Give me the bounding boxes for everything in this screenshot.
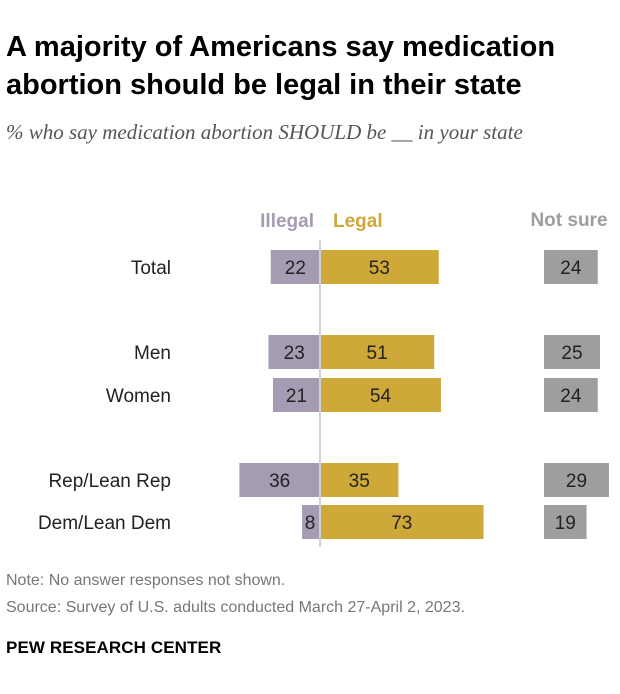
bar-not-sure-women (544, 378, 598, 412)
category-label-men: Men (134, 343, 171, 364)
bar-illegal-rep-lean-rep (239, 463, 320, 497)
bar-not-sure-rep-lean-rep (544, 463, 609, 497)
bar-illegal-total (270, 250, 320, 284)
category-label-women: Women (106, 386, 171, 407)
bar-illegal-men (268, 335, 320, 369)
bar-not-sure-total (544, 250, 598, 284)
value-legal-men: 51 (367, 343, 388, 364)
bar-legal-dem-lean-dem (320, 505, 484, 539)
value-not-sure-dem-lean-dem: 19 (555, 513, 576, 534)
bar-legal-women (320, 378, 441, 412)
legend-illegal: Illegal (260, 211, 314, 232)
value-not-sure-men: 25 (561, 343, 582, 364)
value-illegal-total: 22 (285, 258, 306, 279)
value-legal-rep-lean-rep: 35 (349, 471, 370, 492)
brand-label: PEW RESEARCH CENTER (6, 638, 222, 657)
chart-note: Note: No answer responses not shown. (6, 572, 286, 589)
bar-illegal-dem-lean-dem (302, 505, 320, 539)
chart-subtitle: % who say medication abortion SHOULD be … (6, 120, 523, 144)
bar-not-sure-dem-lean-dem (544, 505, 587, 539)
bar-legal-total (320, 250, 439, 284)
category-label-rep-lean-rep: Rep/Lean Rep (48, 471, 171, 492)
value-legal-dem-lean-dem: 73 (391, 513, 412, 534)
legend-legal: Legal (333, 211, 383, 232)
value-illegal-women: 21 (286, 386, 307, 407)
value-legal-women: 54 (370, 386, 392, 407)
value-legal-total: 53 (369, 258, 390, 279)
value-not-sure-rep-lean-rep: 29 (566, 471, 587, 492)
value-illegal-men: 23 (284, 343, 305, 364)
bar-legal-men (320, 335, 435, 369)
bar-not-sure-men (544, 335, 600, 369)
category-label-dem-lean-dem: Dem/Lean Dem (38, 513, 171, 534)
category-label-total: Total (131, 258, 171, 279)
chart-source: Source: Survey of U.S. adults conducted … (6, 599, 465, 616)
bar-legal-rep-lean-rep (320, 463, 399, 497)
value-illegal-rep-lean-rep: 36 (269, 471, 290, 492)
value-not-sure-total: 24 (560, 258, 582, 279)
bar-illegal-women (272, 378, 320, 412)
value-not-sure-women: 24 (560, 386, 582, 407)
value-illegal-dem-lean-dem: 8 (305, 513, 316, 534)
chart-title: A majority of Americans say medication a… (6, 31, 556, 101)
legend-not-sure: Not sure (530, 210, 607, 231)
